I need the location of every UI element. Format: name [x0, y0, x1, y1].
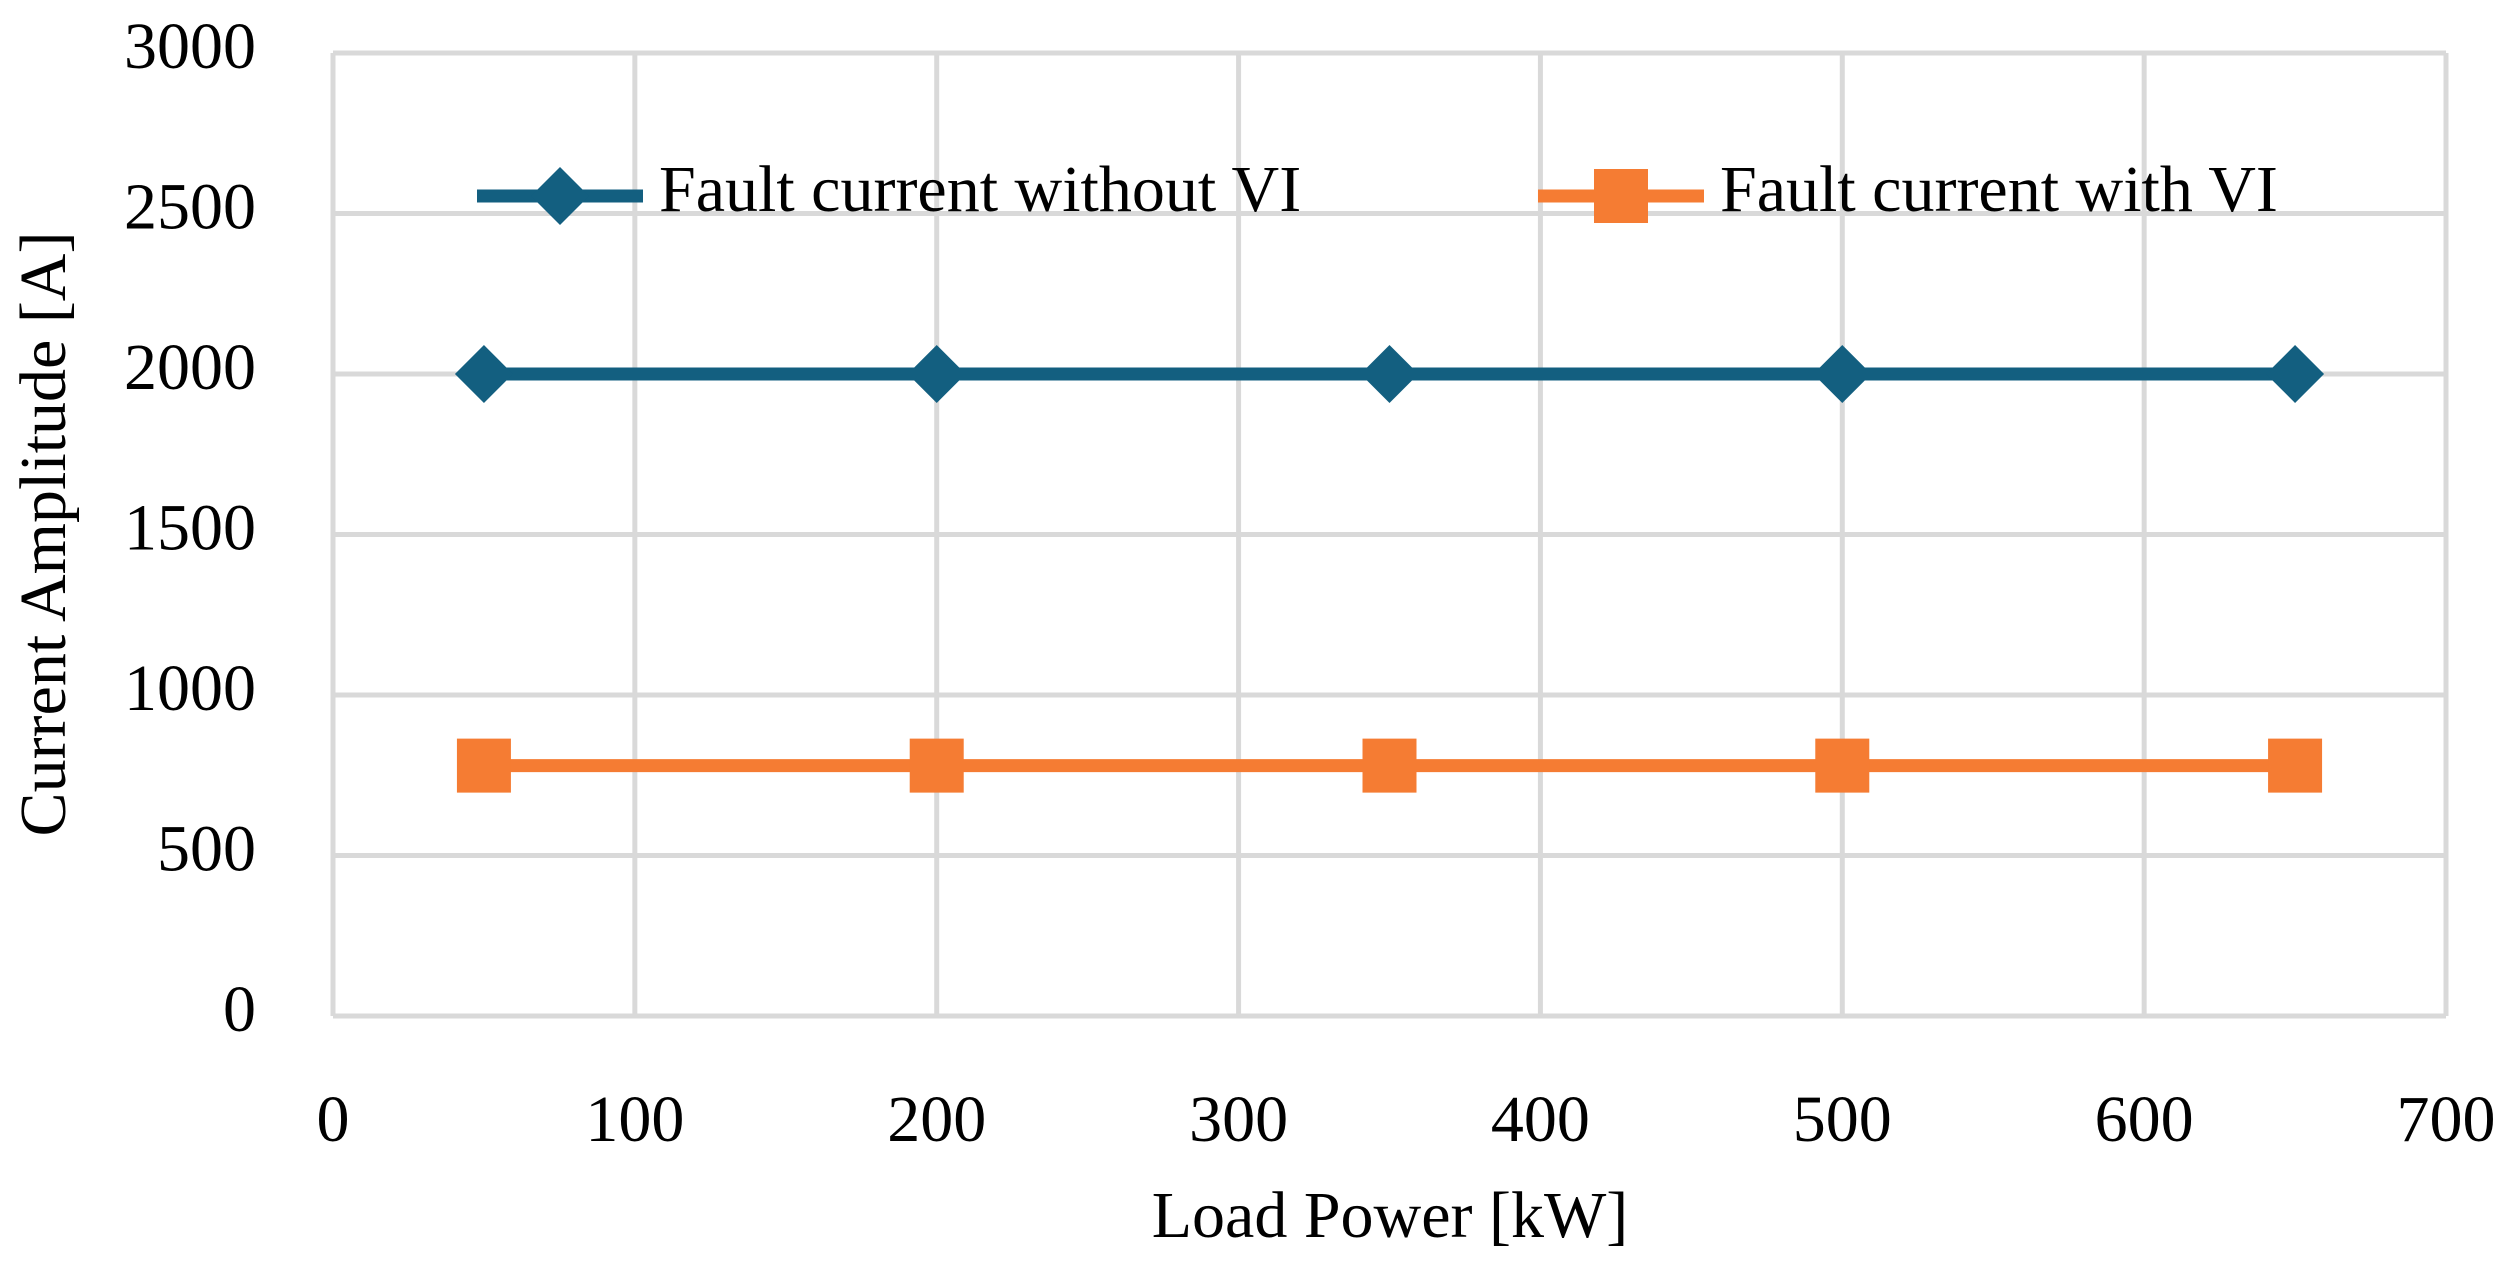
marker [1815, 738, 1870, 793]
x-tick-label: 300 [1189, 1083, 1288, 1156]
y-tick-label: 1500 [124, 492, 256, 565]
marker [909, 738, 964, 793]
marker [1362, 738, 1417, 793]
legend-marker [531, 167, 589, 225]
marker [454, 345, 513, 403]
marker [1813, 345, 1872, 403]
y-axis-title: Current Amplitude [A] [7, 232, 80, 837]
y-tick-label: 2500 [124, 171, 256, 244]
x-tick-label: 700 [2397, 1083, 2496, 1156]
marker [907, 345, 966, 403]
legend-label: Fault current with VI [1720, 153, 2278, 226]
marker [1360, 345, 1419, 403]
x-tick-label: 600 [2095, 1083, 2194, 1156]
x-tick-label: 100 [585, 1083, 684, 1156]
x-tick-label: 200 [887, 1083, 986, 1156]
x-axis-title: Load Power [kW] [1152, 1179, 1629, 1252]
legend-marker [1594, 169, 1648, 223]
y-tick-label: 2000 [124, 331, 256, 404]
x-tick-label: 400 [1491, 1083, 1590, 1156]
y-tick-label: 500 [157, 813, 256, 886]
marker [2266, 345, 2325, 403]
legend-label: Fault current without VI [659, 153, 1301, 226]
marker [2268, 738, 2323, 793]
y-tick-label: 0 [223, 973, 256, 1046]
x-tick-label: 500 [1793, 1083, 1892, 1156]
x-tick-label: 0 [317, 1083, 350, 1156]
marker [456, 738, 511, 793]
y-tick-label: 3000 [124, 10, 256, 83]
y-tick-label: 1000 [124, 652, 256, 725]
